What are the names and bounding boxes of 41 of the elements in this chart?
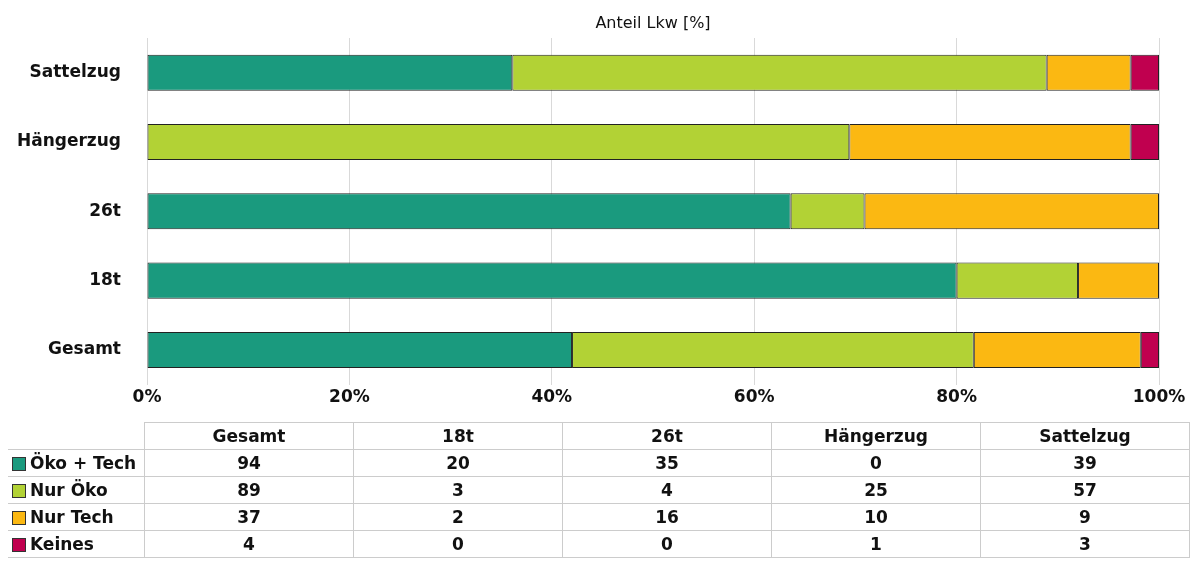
category-label: 18t bbox=[353, 422, 563, 450]
x-axis-title: Anteil Lkw [%] bbox=[595, 13, 711, 33]
category-label: Sattelzug bbox=[980, 422, 1190, 450]
legend-label: Keines bbox=[8, 530, 145, 558]
data-label: 89 bbox=[144, 476, 354, 504]
data-label: 20 bbox=[353, 449, 563, 477]
y-tick-label: Sattelzug bbox=[29, 61, 121, 82]
data-label: 1 bbox=[771, 530, 981, 558]
y-tick-label: 18t bbox=[89, 269, 121, 290]
data-label: 94 bbox=[144, 449, 354, 477]
x-tick-label: 40% bbox=[531, 386, 573, 407]
y-tick-label: Gesamt bbox=[48, 338, 121, 359]
x-tick-label: 80% bbox=[936, 386, 977, 407]
data-label: 2 bbox=[353, 503, 563, 531]
data-label: 16 bbox=[562, 503, 772, 531]
data-label: 25 bbox=[771, 476, 981, 504]
legend-label: Öko + Tech bbox=[8, 449, 145, 477]
x-tick-label: 60% bbox=[733, 386, 775, 407]
y-tick-label: Hängerzug bbox=[16, 130, 121, 151]
data-label: 35 bbox=[562, 449, 772, 477]
data-label: 57 bbox=[980, 476, 1190, 504]
data-label: 4 bbox=[144, 530, 354, 558]
data-label: 37 bbox=[144, 503, 354, 531]
data-label: 4 bbox=[562, 476, 772, 504]
data-label: 10 bbox=[771, 503, 981, 531]
data-label: 39 bbox=[980, 449, 1190, 477]
category-label: Hängerzug bbox=[771, 422, 981, 450]
y-tick-label: 26t bbox=[89, 199, 121, 220]
data-label: 3 bbox=[980, 530, 1190, 558]
x-tick-label: 20% bbox=[329, 386, 370, 407]
data-label: 0 bbox=[562, 530, 772, 558]
data-label: 3 bbox=[353, 476, 563, 504]
legend-label: Nur Tech bbox=[8, 503, 145, 531]
data-label: 0 bbox=[771, 449, 981, 477]
data-label: 0 bbox=[353, 530, 563, 558]
legend-label: Nur Öko bbox=[8, 476, 145, 504]
x-tick-label: 0% bbox=[132, 386, 162, 407]
data-label: 9 bbox=[980, 503, 1190, 531]
category-label: 26t bbox=[562, 422, 772, 450]
x-tick-label: 100% bbox=[1132, 386, 1186, 407]
category-label: Gesamt bbox=[144, 422, 354, 450]
